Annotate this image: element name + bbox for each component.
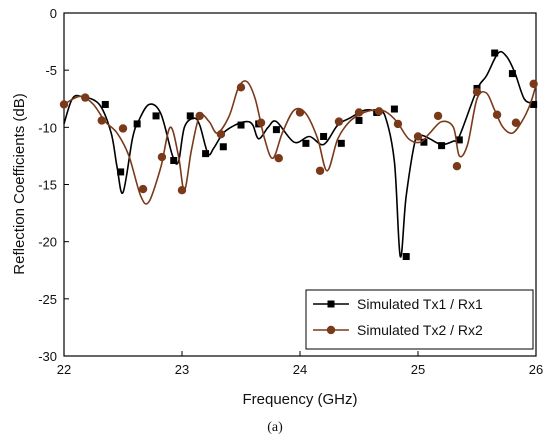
data-point [433,111,443,121]
data-point [492,110,502,119]
y-tick-label: -5 [45,63,57,78]
x-tick-label: 23 [175,362,189,377]
y-tick-label: -10 [38,120,57,135]
data-point [274,154,283,163]
data-point [302,139,310,147]
data-point [420,138,428,146]
data-point [452,162,462,171]
data-point [491,49,499,57]
data-point [508,70,516,78]
data-point [157,152,167,162]
data-point [315,166,325,175]
data-point [97,116,106,125]
data-point [393,119,403,129]
y-tick-label: -15 [38,178,57,193]
data-point [374,107,384,116]
data-point [530,100,538,108]
x-axis-title: Frequency (GHz) [242,391,357,408]
data-point [472,87,482,97]
data-point [177,186,187,195]
legend-label-tx2: Simulated Tx2 / Rx2 [357,322,483,338]
legend-marker-tx1 [327,300,335,308]
data-point [337,139,345,147]
figure-caption: (a) [267,420,283,435]
x-tick-label: 25 [411,362,425,377]
data-point [133,120,141,128]
data-point [59,100,69,109]
y-tick-label: -30 [38,349,57,364]
legend-label-tx1: Simulated Tx1 / Rx1 [357,296,483,312]
data-point [413,132,423,141]
y-tick-label: -20 [38,235,57,250]
data-point [236,83,246,92]
data-point [195,111,204,121]
data-point [295,108,305,117]
data-point [455,136,463,144]
series-layer [59,49,538,261]
legend: Simulated Tx1 / Rx1 Simulated Tx2 / Rx2 [305,289,534,350]
data-point [138,184,148,194]
data-point [438,142,446,150]
data-point [117,168,125,176]
legend-marker-tx2 [326,325,336,335]
legend-box [305,289,534,350]
data-point [272,126,280,134]
series-line [63,80,537,205]
data-point [256,118,266,127]
data-point [152,112,160,120]
x-tick-label: 24 [293,362,307,377]
data-point [170,156,178,164]
series-2 [59,79,538,205]
data-point [81,93,90,102]
data-point [529,79,538,89]
data-point [101,100,109,108]
data-point [511,118,521,127]
data-point [355,116,363,124]
data-point [320,132,328,140]
data-point [237,121,245,129]
data-point [334,117,344,126]
data-point [202,150,210,158]
x-tick-label: 26 [529,362,543,377]
data-point [402,253,410,261]
data-point [354,108,364,117]
data-point [219,143,227,151]
y-tick-label: 0 [50,6,57,21]
y-tick-label: -25 [38,292,57,307]
y-axis-title: Reflection Coefficients (dB) [11,93,28,274]
data-point [118,124,128,133]
data-point [390,105,398,113]
data-point [186,112,194,120]
x-tick-label: 22 [57,362,71,377]
data-point [216,129,226,139]
